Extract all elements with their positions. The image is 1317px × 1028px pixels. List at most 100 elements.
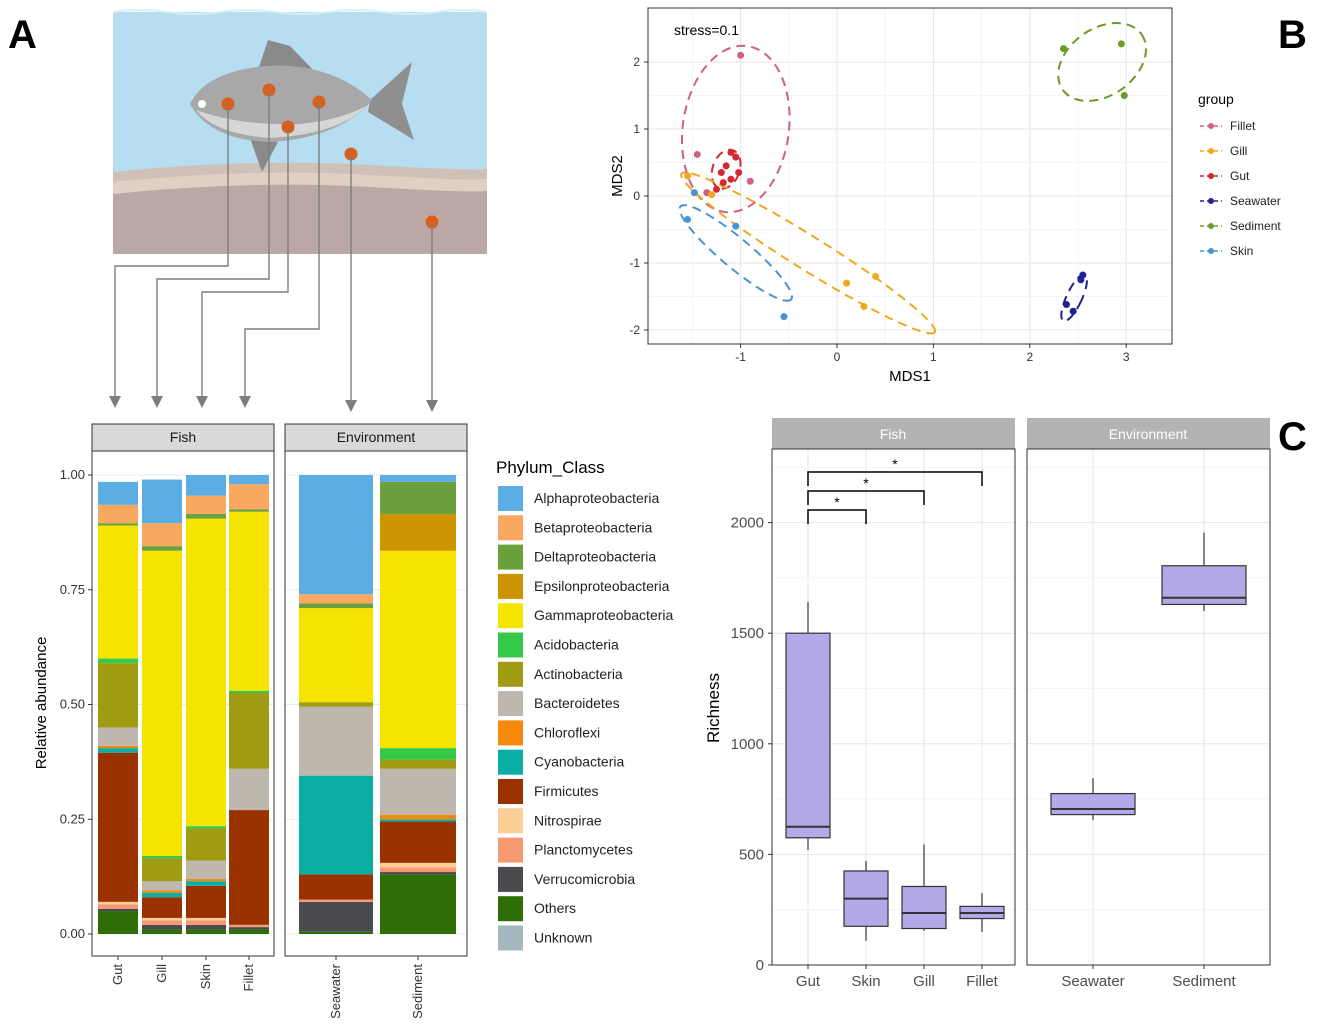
segment-gill-acidobacteria	[142, 855, 182, 859]
segment-skin-firmicutes	[186, 885, 226, 918]
segment-skin-verrucomicrobia	[186, 924, 226, 930]
segment-sediment-others	[380, 874, 456, 934]
legend-swatch-betaproteobacteria	[498, 515, 523, 541]
ytick-label-c: 1500	[731, 625, 764, 642]
facet-border-fish-a	[91, 450, 275, 957]
segment-skin-planctomycetes	[186, 920, 226, 925]
legend-swatch-gammaproteobacteria	[498, 603, 523, 629]
legend-swatch-actinobacteria	[498, 661, 523, 687]
xtick-label-c-gut: Gut	[796, 973, 821, 990]
significance-gut-fillet: *	[807, 456, 983, 486]
legend-label-epsilonproteobacteria: Epsilonproteobacteria	[534, 578, 670, 594]
segment-skin-gammaproteobacteria	[186, 518, 226, 827]
segment-gut-firmicutes	[98, 752, 138, 902]
segment-sediment-nitrospirae	[380, 862, 456, 868]
water-surface	[112, 9, 488, 15]
plot-area-b	[647, 7, 1173, 345]
box-fillet	[959, 893, 1005, 932]
ellipse-sediment	[1057, 22, 1148, 102]
box-gill	[901, 844, 947, 931]
xtick-label-b: 3	[1123, 350, 1130, 364]
segment-fillet-acidobacteria	[229, 690, 269, 694]
box-sediment	[1161, 532, 1247, 612]
segment-skin-chloroflexi	[186, 878, 226, 882]
point-skin	[780, 313, 788, 321]
segment-seawater-actinobacteria	[299, 702, 373, 707]
point-gill	[708, 191, 716, 199]
segment-seawater-verrucomicrobia	[299, 901, 373, 932]
ellipse-fillet	[680, 44, 791, 214]
legend-key-dot-gut	[1208, 173, 1214, 179]
segment-gill-gammaproteobacteria	[142, 550, 182, 856]
segment-sediment-alphaproteobacteria	[380, 475, 456, 482]
legend-swatch-bacteroidetes	[498, 691, 523, 717]
legend-label-sediment: Sediment	[1230, 219, 1281, 233]
ytick-label-a: 1.00	[60, 467, 85, 482]
xtick-label-b: 0	[834, 350, 841, 364]
point-skin	[684, 215, 692, 223]
point-gut	[713, 185, 720, 193]
legend-swatch-planctomycetes	[498, 837, 523, 863]
legend-label-unknown: Unknown	[534, 930, 592, 946]
legend-swatch-acidobacteria	[498, 632, 523, 658]
legend-label-chloroflexi: Chloroflexi	[534, 724, 600, 740]
segment-gill-chloroflexi	[142, 890, 182, 893]
legend-label-planctomycetes: Planctomycetes	[534, 842, 633, 858]
ellipse-gill	[680, 171, 937, 335]
strip-label-fish-a: Fish	[170, 429, 196, 445]
connector-skin	[201, 127, 289, 398]
point-gut	[727, 175, 735, 183]
point-gill	[684, 172, 692, 180]
significance-star: *	[863, 475, 869, 491]
legend-swatch-alphaproteobacteria	[498, 486, 523, 511]
ellipse-skin	[678, 204, 793, 302]
ytick-label-c: 2000	[731, 515, 764, 532]
legend-key-dot-gill	[1208, 148, 1214, 154]
point-fillet	[737, 51, 745, 59]
significance-gut-gill: *	[807, 475, 925, 505]
sediment-layer-bottom	[113, 184, 488, 254]
legend-swatch-cyanobacteria	[498, 749, 523, 775]
legend-label-gut: Gut	[1230, 169, 1250, 183]
legend-label-cyanobacteria: Cyanobacteria	[534, 754, 624, 770]
ytick-label-a: 0.50	[60, 697, 85, 712]
legend-label-actinobacteria: Actinobacteria	[534, 666, 623, 682]
segment-sediment-epsilonproteobacteria	[380, 514, 456, 551]
segment-gill-firmicutes	[142, 897, 182, 918]
segment-fillet-betaproteobacteria	[229, 484, 269, 510]
point-gill	[872, 272, 880, 280]
bar-fillet	[229, 475, 269, 934]
segment-sediment-firmicutes	[380, 821, 456, 863]
legend-phylum-class: Phylum_Class Alphaproteobacteria Betaprote…	[496, 458, 674, 951]
xtick-label-a-gill: Gill	[154, 964, 169, 983]
segment-gill-bacteroidetes	[142, 881, 182, 891]
segment-skin-betaproteobacteria	[186, 495, 226, 515]
segment-seawater-cyanobacteria	[299, 775, 373, 875]
bar-skin	[186, 475, 226, 934]
box-iqr-gill	[901, 885, 947, 930]
segment-gut-gammaproteobacteria	[98, 525, 138, 659]
point-gut	[732, 153, 740, 161]
connector-fillet	[244, 102, 320, 398]
legend-key-dot-skin	[1208, 248, 1214, 254]
y-axis-title-a: Relative abundance	[33, 637, 50, 770]
bar-sediment	[380, 475, 456, 934]
segment-gill-alphaproteobacteria	[142, 479, 182, 524]
segment-fillet-firmicutes	[229, 810, 269, 925]
segment-gill-actinobacteria	[142, 858, 182, 882]
significance-bracket	[807, 490, 925, 505]
point-gill	[860, 303, 868, 311]
point-skin	[732, 222, 740, 230]
segment-sediment-verrucomicrobia	[380, 872, 456, 875]
segment-fillet-others	[229, 929, 269, 934]
segment-seawater-alphaproteobacteria	[299, 475, 373, 595]
point-sediment	[1120, 92, 1128, 99]
ytick-label-b: 0	[633, 189, 640, 203]
point-gut	[727, 148, 735, 156]
strip-environment-c	[1027, 418, 1270, 449]
segment-gut-planctomycetes	[98, 904, 138, 909]
ytick-label-c: 500	[739, 846, 764, 863]
segment-gut-verrucomicrobia	[98, 908, 138, 912]
fish-habitat-illustration	[109, 9, 488, 412]
xtick-label-c-gill: Gill	[913, 973, 935, 990]
